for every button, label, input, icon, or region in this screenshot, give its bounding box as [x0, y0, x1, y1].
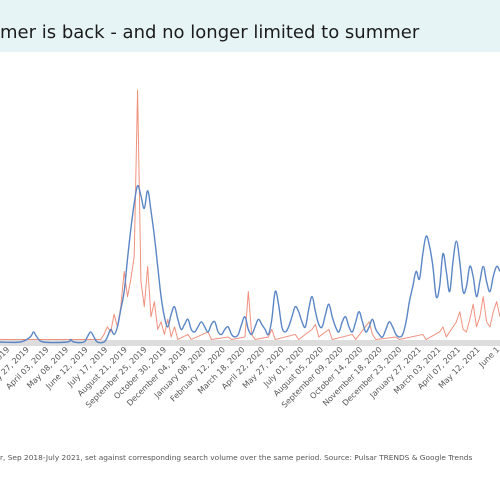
- x-tick-label: June 1: [477, 345, 500, 370]
- baseline-band: [0, 340, 500, 346]
- chart-title: mer is back - and no longer limited to s…: [0, 22, 420, 43]
- series-line-salmon: [0, 89, 500, 340]
- x-tick-label: 2019: [0, 345, 11, 366]
- source-note: r, Sep 2018-July 2021, set against corre…: [0, 453, 473, 462]
- series-line-blue: [0, 184, 500, 344]
- title-bar: mer is back - and no longer limited to s…: [0, 0, 500, 52]
- series-layer: [0, 89, 500, 344]
